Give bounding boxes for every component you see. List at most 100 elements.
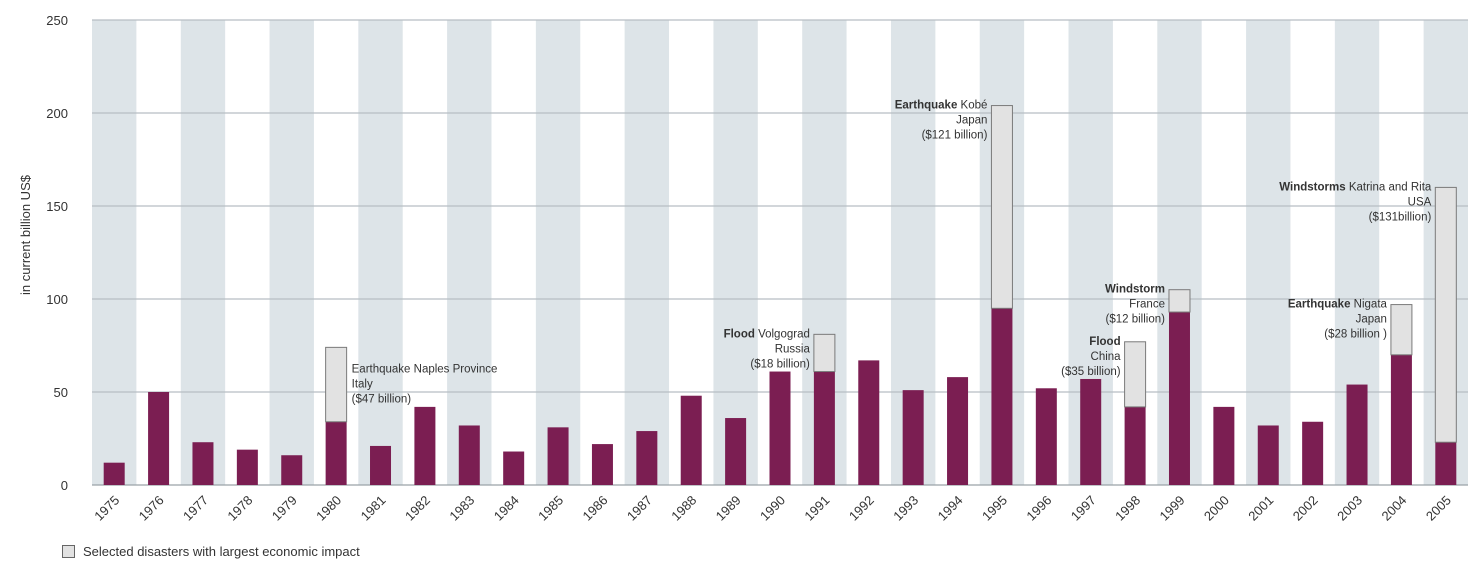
annotation-line: Japan — [1356, 314, 1387, 326]
x-tick-label: 1985 — [535, 493, 566, 524]
x-tick-label: 2003 — [1334, 493, 1365, 524]
y-tick-label: 150 — [46, 199, 68, 214]
y-axis-label: in current billion US$ — [18, 174, 33, 295]
x-tick-label: 1979 — [269, 493, 300, 524]
x-tick-label: 1996 — [1023, 493, 1054, 524]
annotation-line: ($28 billion ) — [1324, 329, 1387, 341]
bar-base — [680, 395, 702, 485]
annotation-line: Windstorms Katrina and Rita — [1279, 181, 1432, 193]
bar-base — [192, 442, 214, 485]
annotation-line: ($131billion) — [1369, 211, 1432, 223]
bar-base — [281, 455, 303, 485]
annotation-line: France — [1129, 299, 1165, 311]
bar-base — [902, 390, 924, 485]
annotation-line: Earthquake Nigata — [1288, 299, 1388, 311]
x-tick-label: 1976 — [136, 493, 167, 524]
x-tick-label: 1999 — [1157, 493, 1188, 524]
x-tick-label: 1997 — [1068, 493, 1099, 524]
annotation-line: Flood — [1089, 336, 1120, 348]
x-tick-label: 1998 — [1112, 493, 1143, 524]
x-tick-label: 1980 — [313, 493, 344, 524]
bar-base — [1346, 384, 1368, 485]
bar-base — [947, 377, 969, 485]
bar-selected — [325, 346, 348, 423]
bar-selected — [1434, 186, 1457, 443]
x-tick-label: 1986 — [580, 493, 611, 524]
bar-base — [325, 421, 347, 485]
annotation-line: ($18 billion) — [750, 358, 810, 370]
y-tick-label: 0 — [61, 478, 68, 493]
x-tick-label: 1994 — [935, 493, 966, 524]
bar-base — [725, 418, 747, 485]
x-tick-label: 1975 — [91, 493, 122, 524]
y-axis-ticks: 0 50 100 150 200 250 — [46, 13, 68, 493]
bar-base — [769, 371, 791, 485]
bar-base — [1390, 354, 1412, 485]
bar-selected — [1124, 341, 1147, 408]
x-tick-label: 1982 — [402, 493, 433, 524]
annotation-line: ($121 billion) — [922, 130, 988, 142]
bar-base — [991, 308, 1013, 485]
bar-selected — [1168, 289, 1191, 313]
stripe — [535, 20, 581, 485]
x-tick-label: 1989 — [713, 493, 744, 524]
bar-base — [148, 392, 170, 485]
stripe — [180, 20, 226, 485]
legend-label-selected: Selected disasters with largest economic… — [83, 543, 360, 559]
x-tick-label: 1981 — [358, 493, 389, 524]
bar-base — [414, 406, 436, 485]
x-tick-label: 1983 — [446, 493, 477, 524]
annotation-line: China — [1091, 351, 1122, 363]
stripe — [1246, 20, 1291, 485]
x-axis-ticks: 1975 1976 1977 1978 1979 1980 1981 1982 1983 1984… — [91, 493, 1454, 524]
bar-base — [813, 371, 835, 485]
bar-base — [1435, 442, 1457, 485]
bar-base — [1124, 406, 1146, 485]
annotation-line: Japan — [956, 115, 987, 127]
y-tick-label: 250 — [46, 13, 68, 28]
stripe — [447, 20, 492, 485]
bar-base — [636, 431, 658, 485]
x-tick-label: 1992 — [846, 493, 877, 524]
annotation-line: Windstorm — [1105, 284, 1165, 296]
annotation-line: Flood Volgograd — [724, 328, 810, 340]
stripe — [269, 20, 314, 485]
x-tick-label: 1995 — [979, 493, 1010, 524]
bar-base — [1080, 378, 1102, 485]
stripe — [624, 20, 670, 485]
bar-selected — [813, 333, 836, 373]
annotation-line: Italy — [352, 378, 373, 390]
x-tick-label: 1984 — [491, 493, 522, 524]
legend: Selected disasters with largest economic… — [62, 542, 360, 560]
x-tick-label: 1988 — [668, 493, 699, 524]
annotation-line: Russia — [775, 343, 811, 355]
y-tick-label: 100 — [46, 292, 68, 307]
bar-base — [1168, 312, 1190, 485]
x-tick-label: 1990 — [757, 493, 788, 524]
annotation-line: ($12 billion) — [1106, 314, 1166, 326]
x-tick-label: 2005 — [1423, 493, 1454, 524]
x-tick-label: 1978 — [224, 493, 255, 524]
stripe — [713, 20, 758, 485]
bar-base — [1257, 425, 1279, 485]
stripe — [92, 20, 137, 485]
annotation-line: Earthquake Kobé — [895, 100, 988, 112]
bar-base — [1035, 388, 1057, 485]
annotation-line: ($35 billion) — [1061, 366, 1121, 378]
x-tick-label: 2001 — [1245, 493, 1276, 524]
bar-base — [503, 451, 525, 485]
x-tick-label: 2000 — [1201, 493, 1232, 524]
bar-base — [236, 449, 258, 485]
y-tick-label: 200 — [46, 106, 68, 121]
y-tick-label: 50 — [54, 385, 68, 400]
bar-base — [1213, 406, 1235, 485]
bar-base — [370, 445, 392, 485]
bar-base — [1302, 421, 1324, 485]
bar-base — [458, 425, 480, 485]
bar-base — [103, 462, 125, 485]
annotation-line: Earthquake Naples Province — [352, 363, 498, 375]
bar-selected — [990, 105, 1013, 309]
x-tick-label: 1977 — [180, 493, 211, 524]
x-tick-label: 2002 — [1290, 493, 1321, 524]
